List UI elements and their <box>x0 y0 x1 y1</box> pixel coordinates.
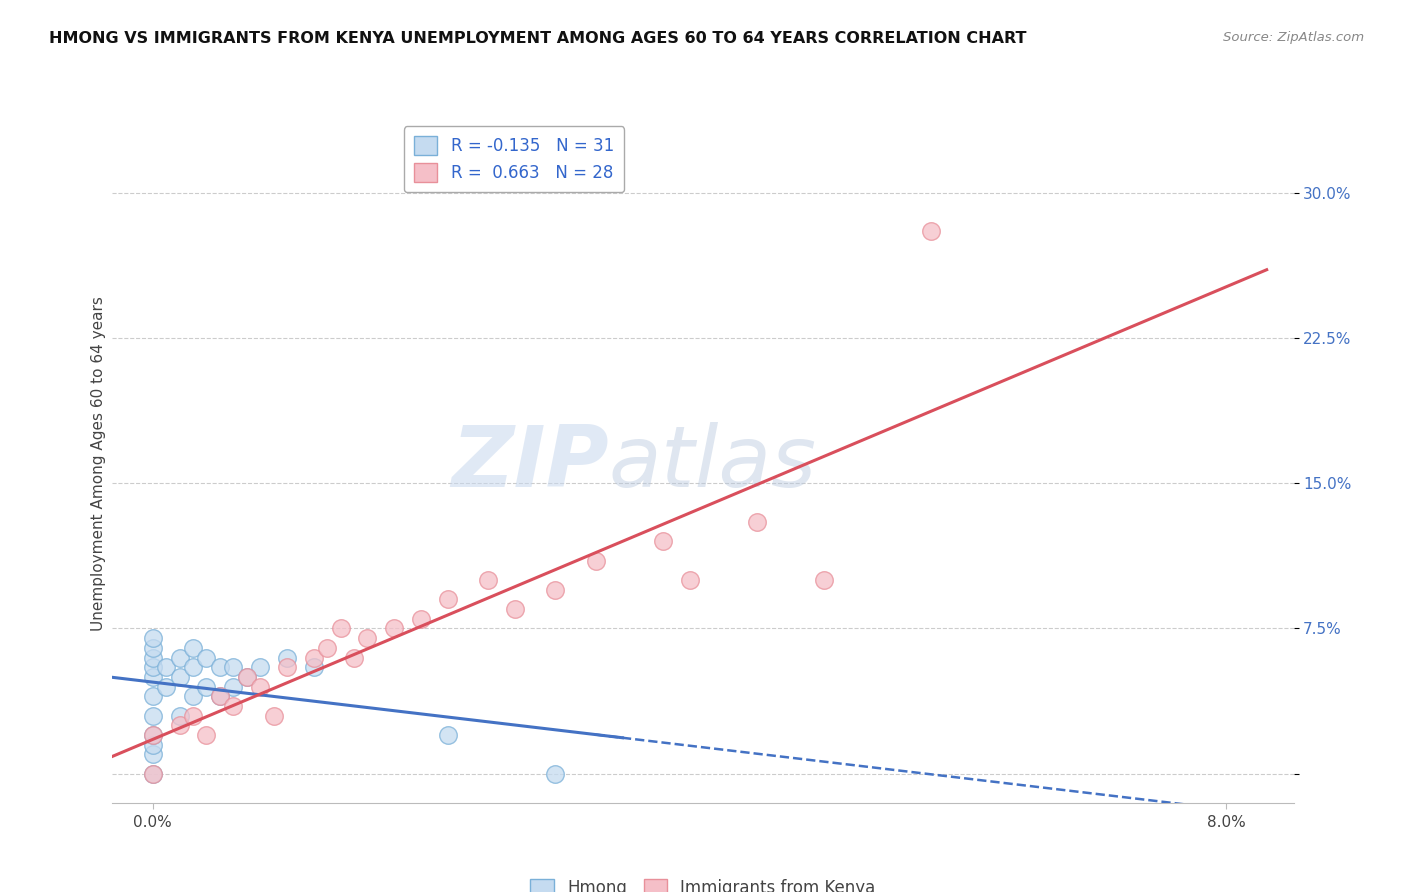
Point <box>142 640 165 655</box>
Point <box>249 680 271 694</box>
Point <box>142 708 165 723</box>
Point <box>142 766 165 780</box>
Point <box>437 728 460 742</box>
Point <box>651 534 673 549</box>
Text: ZIP: ZIP <box>451 422 609 506</box>
Point <box>142 670 165 684</box>
Y-axis label: Unemployment Among Ages 60 to 64 years: Unemployment Among Ages 60 to 64 years <box>91 296 105 632</box>
Point <box>208 690 231 704</box>
Point <box>142 728 165 742</box>
Point <box>142 650 165 665</box>
Point <box>585 554 607 568</box>
Point <box>169 718 191 732</box>
Point <box>142 766 165 780</box>
Legend: Hmong, Immigrants from Kenya: Hmong, Immigrants from Kenya <box>524 872 882 892</box>
Point <box>276 650 298 665</box>
Point <box>142 690 165 704</box>
Point <box>503 602 526 616</box>
Point <box>169 708 191 723</box>
Point <box>222 660 245 674</box>
Point <box>155 660 177 674</box>
Point <box>437 592 460 607</box>
Point <box>813 573 835 587</box>
Point <box>181 708 204 723</box>
Point <box>181 690 204 704</box>
Point <box>142 738 165 752</box>
Point <box>222 680 245 694</box>
Point <box>142 660 165 674</box>
Point <box>276 660 298 674</box>
Text: atlas: atlas <box>609 422 817 506</box>
Point <box>329 622 352 636</box>
Point <box>195 728 218 742</box>
Text: HMONG VS IMMIGRANTS FROM KENYA UNEMPLOYMENT AMONG AGES 60 TO 64 YEARS CORRELATIO: HMONG VS IMMIGRANTS FROM KENYA UNEMPLOYM… <box>49 31 1026 46</box>
Point <box>195 680 218 694</box>
Point <box>208 690 231 704</box>
Point <box>411 612 433 626</box>
Point <box>382 622 405 636</box>
Point <box>477 573 499 587</box>
Point <box>678 573 700 587</box>
Point <box>142 728 165 742</box>
Point <box>249 660 271 674</box>
Point <box>316 640 339 655</box>
Point <box>195 650 218 665</box>
Point <box>302 650 325 665</box>
Point <box>169 650 191 665</box>
Point <box>745 515 768 529</box>
Point <box>920 224 942 238</box>
Point <box>142 631 165 645</box>
Text: Source: ZipAtlas.com: Source: ZipAtlas.com <box>1223 31 1364 45</box>
Point <box>544 766 567 780</box>
Point <box>302 660 325 674</box>
Point <box>155 680 177 694</box>
Point <box>544 582 567 597</box>
Point <box>263 708 285 723</box>
Point <box>222 698 245 713</box>
Point <box>142 747 165 762</box>
Point <box>235 670 257 684</box>
Point <box>181 640 204 655</box>
Point <box>181 660 204 674</box>
Point <box>169 670 191 684</box>
Point <box>235 670 257 684</box>
Point <box>208 660 231 674</box>
Point <box>343 650 366 665</box>
Point <box>356 631 378 645</box>
